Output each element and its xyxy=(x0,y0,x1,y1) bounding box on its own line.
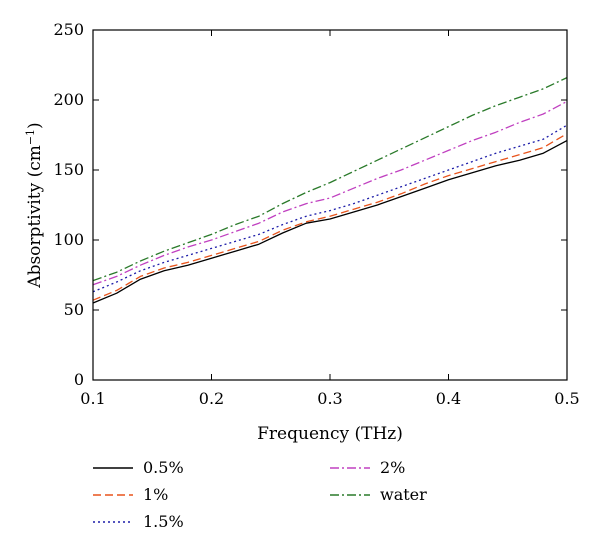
x-tick-label-2: 0.3 xyxy=(317,389,342,408)
legend-label-3: 2% xyxy=(380,458,405,477)
legend-label-2: 1.5% xyxy=(143,512,184,531)
x-tick-label-4: 0.5 xyxy=(554,389,579,408)
y-tick-label-0: 0 xyxy=(74,370,84,389)
x-axis: 0.1 0.2 0.3 0.4 0.5 xyxy=(80,30,580,408)
legend: 0.5% 1% 1.5% 2% water xyxy=(93,458,427,531)
y-tick-label-4: 200 xyxy=(53,90,84,109)
y-tick-label-5: 250 xyxy=(53,20,84,39)
plot-frame xyxy=(92,29,568,381)
y-axis-title-main: Absorptivity (cm xyxy=(25,145,45,289)
series-lines xyxy=(92,77,568,304)
y-tick-label-1: 50 xyxy=(64,300,84,319)
y-axis-title: Absorptivity (cm−1) xyxy=(24,122,45,288)
y-tick-label-3: 150 xyxy=(53,160,84,179)
series-line-2 xyxy=(92,124,568,293)
legend-label-1: 1% xyxy=(143,485,168,504)
y-tick-label-2: 100 xyxy=(53,230,84,249)
legend-label-0: 0.5% xyxy=(143,458,184,477)
y-axis: 0 50 100 150 200 250 xyxy=(53,20,567,389)
series-line-3 xyxy=(92,100,568,286)
y-axis-title-superscript: −1 xyxy=(24,129,37,145)
x-axis-title: Frequency (THz) xyxy=(257,424,403,444)
x-tick-label-1: 0.2 xyxy=(199,389,224,408)
series-line-0 xyxy=(92,140,568,304)
x-tick-label-0: 0.1 xyxy=(80,389,105,408)
series-line-4 xyxy=(92,77,568,282)
series-line-1 xyxy=(92,133,568,301)
x-tick-label-3: 0.4 xyxy=(436,389,461,408)
legend-label-4: water xyxy=(380,485,427,504)
y-axis-title-suffix: ) xyxy=(25,122,45,129)
